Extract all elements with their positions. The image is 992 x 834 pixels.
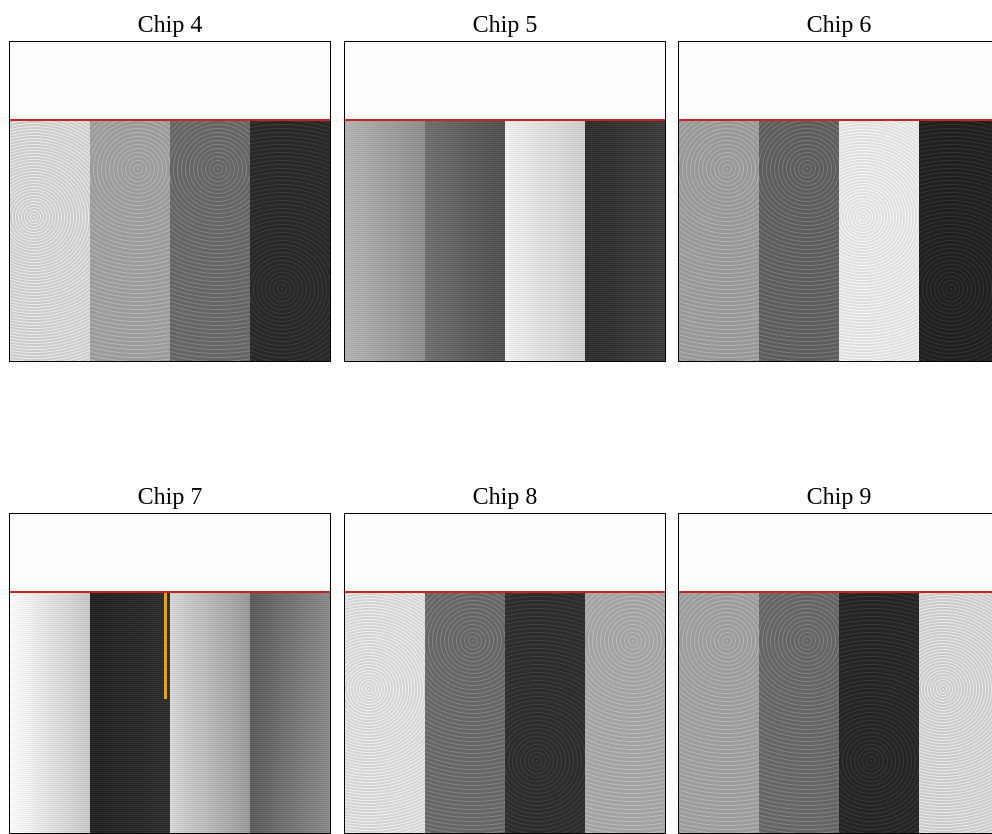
stripe-texture [90, 593, 170, 833]
stripe-3 [839, 593, 919, 833]
stripe-texture [919, 121, 992, 361]
stripe-texture [919, 593, 992, 833]
chip-image [9, 41, 331, 362]
stripe-texture [839, 593, 919, 833]
chip-panel-7: Chip 7 [9, 484, 331, 834]
stripe-texture [345, 593, 425, 833]
stripe-region [10, 593, 330, 833]
chip-panel-9: Chip 9 [678, 484, 992, 834]
red-divider-line [679, 591, 992, 593]
stripe-texture [250, 593, 330, 833]
chip-panel-8: Chip 8 [344, 484, 666, 834]
stripe-1 [10, 593, 90, 833]
stripe-2 [759, 593, 839, 833]
stripe-4 [919, 121, 992, 361]
stripe-texture [759, 593, 839, 833]
blank-region [345, 42, 665, 119]
stripe-region [679, 121, 992, 361]
chip-panel-6: Chip 6 [678, 12, 992, 364]
stripe-texture [679, 593, 759, 833]
stripe-texture [679, 121, 759, 361]
chip-image [678, 41, 992, 362]
stripe-texture [90, 121, 170, 361]
stripe-texture [250, 121, 330, 361]
stripe-region [10, 121, 330, 361]
stripe-texture [505, 121, 585, 361]
stripe-texture [425, 121, 505, 361]
stripe-2 [425, 121, 505, 361]
stripe-1 [679, 121, 759, 361]
blank-region [10, 42, 330, 119]
stripe-3 [505, 121, 585, 361]
stripe-3 [170, 121, 250, 361]
blank-region [679, 514, 992, 591]
stripe-4 [919, 593, 992, 833]
stripe-1 [679, 593, 759, 833]
panel-title: Chip 6 [806, 12, 872, 38]
red-divider-line [10, 119, 330, 121]
stripe-3 [839, 121, 919, 361]
stripe-texture [425, 593, 505, 833]
stripe-4 [250, 593, 330, 833]
panel-title: Chip 7 [137, 484, 203, 510]
chip-image [344, 41, 666, 362]
stripe-1 [345, 121, 425, 361]
stripe-texture [585, 121, 665, 361]
stripe-2 [759, 121, 839, 361]
stripe-texture [585, 593, 665, 833]
stripe-texture [759, 121, 839, 361]
chip-image [678, 513, 992, 834]
stripe-1 [10, 121, 90, 361]
stripe-texture [10, 593, 90, 833]
blank-region [345, 514, 665, 591]
stripe-texture [505, 593, 585, 833]
chip-panel-5: Chip 5 [344, 12, 666, 364]
stripe-4 [585, 593, 665, 833]
stripe-3 [170, 593, 250, 833]
orange-marker-line [164, 593, 167, 699]
stripe-4 [250, 121, 330, 361]
chip-image [344, 513, 666, 834]
stripe-texture [170, 121, 250, 361]
stripe-texture [839, 121, 919, 361]
stripe-texture [345, 121, 425, 361]
stripe-region [345, 593, 665, 833]
stripe-4 [585, 121, 665, 361]
panel-title: Chip 4 [137, 12, 203, 38]
red-divider-line [679, 119, 992, 121]
stripe-2 [90, 121, 170, 361]
blank-region [679, 42, 992, 119]
red-divider-line [345, 591, 665, 593]
stripe-2 [90, 593, 170, 833]
stripe-3 [505, 593, 585, 833]
stripe-texture [170, 593, 250, 833]
red-divider-line [10, 591, 330, 593]
chip-image [9, 513, 331, 834]
chip-panel-4: Chip 4 [9, 12, 331, 364]
stripe-1 [345, 593, 425, 833]
panel-title: Chip 9 [806, 484, 872, 510]
stripe-texture [10, 121, 90, 361]
stripe-2 [425, 593, 505, 833]
blank-region [10, 514, 330, 591]
red-divider-line [345, 119, 665, 121]
stripe-region [345, 121, 665, 361]
panel-title: Chip 5 [472, 12, 538, 38]
panel-title: Chip 8 [472, 484, 538, 510]
stripe-region [679, 593, 992, 833]
